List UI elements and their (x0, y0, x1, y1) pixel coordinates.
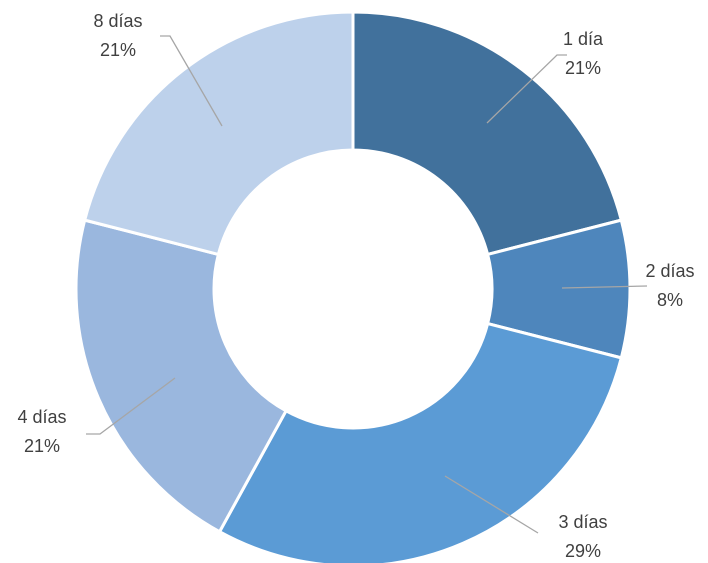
leader-line (561, 285, 648, 289)
value-label: 21% (100, 40, 136, 60)
value-label: 21% (24, 436, 60, 456)
donut-segment (217, 321, 624, 563)
category-label: 4 días (17, 407, 66, 427)
leader-line (86, 377, 176, 435)
value-label: 8% (657, 290, 683, 310)
leader-line (486, 54, 567, 124)
category-label: 1 día (563, 29, 604, 49)
donut-segment (74, 218, 289, 534)
value-label: 21% (565, 58, 601, 78)
leader-line (160, 35, 223, 127)
category-label: 2 días (645, 261, 694, 281)
category-label: 8 días (93, 11, 142, 31)
category-label: 3 días (558, 512, 607, 532)
donut-segment (351, 10, 624, 257)
value-label: 29% (565, 541, 601, 561)
leader-line (444, 475, 539, 534)
donut-segment (82, 10, 355, 257)
